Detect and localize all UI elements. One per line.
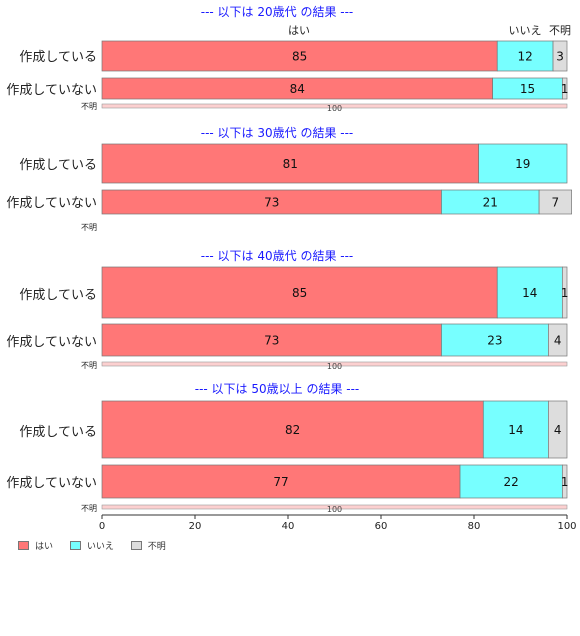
x-tick-label: 100 [557, 521, 576, 532]
bar-value-label: 14 [522, 286, 537, 300]
bar-value-label: 4 [554, 334, 562, 348]
x-tick-label: 80 [468, 521, 481, 532]
bar-value-label: 21 [483, 196, 498, 210]
bar-value-label: 73 [264, 334, 279, 348]
bar-segment [478, 143, 568, 184]
x-tick-label: 0 [99, 521, 105, 532]
x-tick-label: 20 [189, 521, 202, 532]
bar-value-label: 85 [292, 286, 307, 300]
bar-segment [561, 266, 568, 319]
legend-label-no: いいえ [86, 542, 114, 552]
header-label-unknown: 不明 [549, 24, 571, 37]
bar-unknown-mini [101, 504, 568, 510]
bar-value-label: 1 [561, 286, 569, 300]
x-tick-label: 60 [375, 521, 388, 532]
row-label: 作成している [19, 50, 97, 65]
bar-segment [101, 464, 461, 499]
panel-title-2: --- 以下は 40歳代 の結果 --- [201, 249, 354, 263]
bar-value-label: 1 [561, 82, 569, 96]
bar-segment [441, 323, 549, 357]
legend-swatch-no [69, 541, 81, 550]
bar-value-label: 82 [285, 423, 300, 437]
bar-value-label: 77 [273, 475, 288, 489]
bar-value-label: 100 [327, 362, 342, 371]
bar-segment [552, 40, 568, 72]
bar-segment [101, 323, 442, 357]
bar-segment [459, 464, 563, 499]
header-label-yes: はい [288, 24, 310, 37]
bar-segment [496, 266, 563, 319]
bar-value-label: 19 [515, 157, 530, 171]
bar-segment [101, 143, 479, 184]
bar-value-label: 22 [504, 475, 519, 489]
legend-item-yes: はい [18, 539, 53, 552]
row-label: 不明 [81, 361, 97, 370]
bar-value-label: 15 [520, 82, 535, 96]
bar-segment [548, 400, 568, 459]
legend-item-no: いいえ [69, 539, 114, 552]
bar-unknown-mini [101, 361, 568, 367]
row-label: 作成していない [6, 83, 97, 98]
row-label: 作成していない [6, 196, 97, 211]
bar-value-label: 85 [292, 50, 307, 64]
row-label: 不明 [81, 223, 97, 232]
panel-title-1: --- 以下は 30歳代 の結果 --- [201, 126, 354, 140]
bar-value-label: 81 [283, 157, 298, 171]
bar-segment [561, 77, 568, 100]
bar-segment [538, 189, 572, 215]
legend-swatch-unknown [130, 541, 142, 550]
row-label: 不明 [81, 504, 97, 513]
bar-value-label: 84 [290, 82, 305, 96]
bar-segment [496, 40, 554, 72]
bar-segment [561, 464, 568, 499]
bar-segment [101, 400, 484, 459]
row-label: 作成していない [6, 476, 97, 491]
header-label-no: いいえ [509, 24, 542, 37]
bar-segment [482, 400, 549, 459]
bar-value-label: 100 [327, 104, 342, 113]
bar-segment [101, 40, 498, 72]
bar-value-label: 1 [561, 475, 569, 489]
bar-value-label: 73 [264, 196, 279, 210]
legend-label-unknown: 不明 [147, 542, 166, 552]
panel-title-3: --- 以下は 50歳以上 の結果 --- [195, 382, 360, 396]
bar-value-label: 12 [518, 50, 533, 64]
bar-value-label: 100 [327, 505, 342, 514]
legend: はい いいえ 不明 [18, 539, 180, 553]
bar-segment [101, 189, 442, 215]
bar-value-label: 14 [508, 423, 523, 437]
bar-value-label: 23 [487, 334, 502, 348]
row-label: 不明 [81, 102, 97, 111]
row-label: 作成している [19, 425, 97, 440]
bar-segment [441, 189, 540, 215]
bar-segment [548, 323, 568, 357]
bar-value-label: 7 [552, 196, 560, 210]
legend-label-yes: はい [35, 542, 54, 552]
x-tick-label: 40 [282, 521, 295, 532]
bar-segment [101, 266, 498, 319]
row-label: 作成している [19, 158, 97, 173]
legend-item-unknown: 不明 [130, 539, 166, 552]
panel-title-0: --- 以下は 20歳代 の結果 --- [201, 5, 354, 19]
bar-unknown-mini [101, 103, 568, 109]
row-label: 作成している [19, 288, 97, 303]
legend-swatch-yes [18, 541, 29, 550]
row-label: 作成していない [6, 335, 97, 350]
bar-value-label: 4 [554, 423, 562, 437]
bar-value-label: 3 [556, 50, 564, 64]
